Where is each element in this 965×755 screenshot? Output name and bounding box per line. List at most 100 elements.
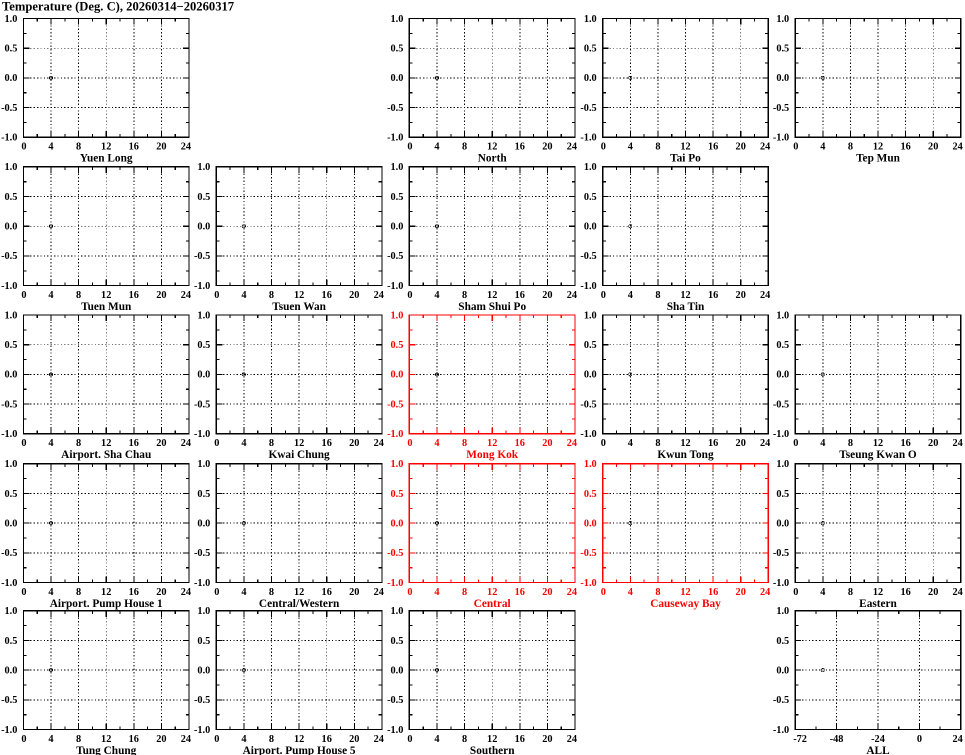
svg-text:16: 16 (708, 290, 718, 301)
svg-text:-1.0: -1.0 (1, 281, 17, 292)
svg-text:24: 24 (181, 734, 191, 745)
svg-text:0.5: 0.5 (197, 340, 210, 351)
svg-text:4: 4 (48, 142, 53, 153)
svg-text:20: 20 (349, 438, 359, 449)
svg-text:8: 8 (655, 142, 660, 153)
svg-text:0.0: 0.0 (197, 222, 210, 233)
svg-text:16: 16 (708, 142, 718, 153)
svg-text:8: 8 (462, 438, 467, 449)
svg-text:0.5: 0.5 (5, 636, 18, 647)
svg-text:24: 24 (181, 290, 191, 301)
svg-text:Southern: Southern (470, 745, 515, 755)
svg-text:-1.0: -1.0 (773, 133, 789, 144)
svg-text:12: 12 (101, 438, 111, 449)
svg-text:0.5: 0.5 (776, 44, 789, 55)
svg-text:0.5: 0.5 (391, 489, 404, 500)
svg-text:1.0: 1.0 (391, 14, 404, 25)
svg-text:4: 4 (820, 142, 825, 153)
svg-text:24: 24 (374, 734, 384, 745)
svg-text:4: 4 (48, 438, 53, 449)
svg-text:-0.5: -0.5 (580, 103, 596, 114)
svg-text:24: 24 (567, 587, 577, 598)
svg-text:-1.0: -1.0 (773, 578, 789, 589)
svg-text:Tep Mun: Tep Mun (856, 153, 901, 165)
svg-text:0: 0 (917, 734, 922, 745)
svg-text:24: 24 (567, 142, 577, 153)
svg-text:-0.5: -0.5 (194, 695, 210, 706)
svg-text:Airport. Pump House 5: Airport. Pump House 5 (243, 745, 356, 755)
svg-text:4: 4 (820, 587, 825, 598)
svg-text:16: 16 (515, 734, 525, 745)
svg-text:Airport. Pump House 1: Airport. Pump House 1 (50, 598, 163, 610)
svg-text:8: 8 (655, 587, 660, 598)
svg-text:0.0: 0.0 (584, 370, 597, 381)
svg-text:1.0: 1.0 (391, 606, 404, 617)
svg-text:0: 0 (21, 734, 26, 745)
svg-text:0: 0 (214, 438, 219, 449)
svg-text:20: 20 (542, 438, 552, 449)
svg-text:0.5: 0.5 (391, 636, 404, 647)
svg-text:12: 12 (101, 290, 111, 301)
svg-text:Sha Tin: Sha Tin (667, 301, 705, 313)
svg-text:0.0: 0.0 (776, 665, 789, 676)
svg-text:0: 0 (601, 290, 606, 301)
svg-text:-1.0: -1.0 (580, 578, 596, 589)
svg-text:8: 8 (76, 290, 81, 301)
svg-text:-1.0: -1.0 (580, 281, 596, 292)
svg-text:1.0: 1.0 (776, 310, 789, 321)
svg-text:24: 24 (181, 142, 191, 153)
svg-text:-1.0: -1.0 (194, 578, 210, 589)
svg-text:8: 8 (655, 438, 660, 449)
svg-text:-1.0: -1.0 (194, 281, 210, 292)
svg-text:0.5: 0.5 (776, 489, 789, 500)
svg-text:8: 8 (848, 142, 853, 153)
svg-text:0: 0 (214, 734, 219, 745)
svg-text:24: 24 (567, 290, 577, 301)
svg-text:4: 4 (241, 587, 246, 598)
svg-text:Central: Central (474, 598, 511, 610)
svg-text:16: 16 (129, 438, 139, 449)
svg-text:Tung Chung: Tung Chung (76, 745, 137, 755)
svg-text:1.0: 1.0 (5, 162, 18, 173)
svg-text:0.0: 0.0 (584, 73, 597, 84)
svg-text:0.0: 0.0 (5, 222, 18, 233)
svg-text:0.5: 0.5 (5, 192, 18, 203)
svg-text:24: 24 (760, 587, 770, 598)
svg-text:24: 24 (181, 438, 191, 449)
svg-text:20: 20 (156, 734, 166, 745)
svg-text:0.5: 0.5 (776, 636, 789, 647)
svg-text:12: 12 (294, 587, 304, 598)
svg-text:-0.5: -0.5 (1, 695, 17, 706)
svg-text:North: North (478, 153, 508, 165)
svg-text:16: 16 (900, 142, 910, 153)
svg-text:20: 20 (736, 290, 746, 301)
svg-text:0.0: 0.0 (197, 665, 210, 676)
svg-text:16: 16 (900, 587, 910, 598)
svg-text:0: 0 (407, 734, 412, 745)
svg-text:-0.5: -0.5 (773, 695, 789, 706)
svg-text:20: 20 (156, 142, 166, 153)
svg-text:-1.0: -1.0 (387, 725, 403, 736)
svg-text:0.5: 0.5 (5, 44, 18, 55)
svg-text:-0.5: -0.5 (387, 695, 403, 706)
svg-text:4: 4 (48, 587, 53, 598)
svg-text:16: 16 (129, 290, 139, 301)
svg-text:16: 16 (708, 438, 718, 449)
svg-text:Yuen Long: Yuen Long (80, 153, 133, 165)
svg-text:0: 0 (407, 142, 412, 153)
svg-text:16: 16 (129, 142, 139, 153)
svg-text:20: 20 (928, 142, 938, 153)
svg-text:4: 4 (434, 587, 439, 598)
svg-text:16: 16 (322, 587, 332, 598)
svg-text:-0.5: -0.5 (194, 251, 210, 262)
svg-text:0.0: 0.0 (5, 518, 18, 529)
svg-text:20: 20 (928, 438, 938, 449)
svg-text:0: 0 (407, 587, 412, 598)
svg-text:12: 12 (680, 438, 690, 449)
svg-text:0.0: 0.0 (776, 518, 789, 529)
svg-text:0.0: 0.0 (391, 370, 404, 381)
svg-text:0: 0 (214, 587, 219, 598)
svg-text:4: 4 (434, 290, 439, 301)
svg-text:1.0: 1.0 (776, 606, 789, 617)
svg-text:ALL: ALL (866, 745, 890, 755)
